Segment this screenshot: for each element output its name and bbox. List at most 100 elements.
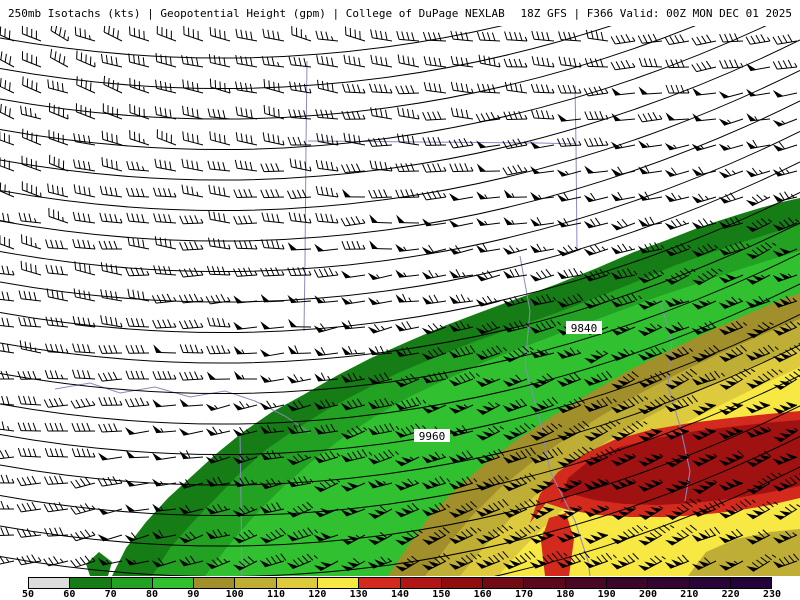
wind-barb [74,26,96,42]
height-contour [0,375,800,516]
wind-barb [369,83,393,94]
wind-barb [718,450,745,467]
wind-barb [531,30,555,42]
wind-barb [476,140,501,149]
height-contour [0,405,800,547]
wind-barb [0,235,15,250]
wind-barb [233,321,258,330]
wind-barb [152,503,177,512]
colorbar-cell [235,578,277,588]
wind-barb [340,296,366,305]
wind-barb [367,449,399,465]
wind-barb [103,75,123,94]
wind-barb [367,423,400,436]
wind-barb [259,527,287,544]
wind-barb [72,316,96,328]
wind-barb [0,317,15,328]
wind-barb [448,552,482,570]
wind-barb [395,269,420,278]
wind-barb [341,320,366,330]
wind-barb [610,59,636,71]
wind-barb [288,109,312,120]
wind-barb [259,374,285,383]
wind-barb [72,238,96,250]
wind-barb [422,218,447,227]
wind-barb [691,526,721,542]
wind-barb [503,268,528,279]
wind-barb [74,261,96,276]
wind-barb [772,217,800,231]
wind-barb [129,26,150,42]
wind-barb [0,555,15,566]
wind-barb [610,524,648,545]
wind-barb [178,555,204,567]
wind-barb [529,373,555,389]
colorbar-cells [28,577,772,589]
wind-barb [369,214,393,224]
wind-barb [475,243,501,253]
wind-barb [422,136,447,146]
wind-barb [529,531,555,544]
wind-barb [745,344,779,361]
wind-barb [179,398,204,407]
wind-barb [129,130,150,146]
wind-barb [16,554,42,566]
wind-barb [287,345,312,355]
wind-barb [205,426,231,437]
wind-barb [49,48,69,68]
wind-barb [556,218,582,228]
wind-barb [745,529,771,545]
wind-barb [611,87,636,96]
contour-label: 9840 [571,322,598,335]
wind-barb [343,132,366,146]
colorbar-cell [152,578,195,588]
wind-barb [502,138,528,150]
wind-barb [367,398,395,410]
wind-barb [18,212,42,224]
wind-barb [205,454,231,464]
wind-barb [0,500,14,510]
wind-barb [557,446,594,468]
wind-barb [287,294,312,304]
state-border [303,60,308,332]
wind-barb [289,81,312,94]
wind-barb [367,556,393,569]
wind-barb [421,451,447,464]
wind-barb [502,550,536,570]
wind-barb [125,317,150,328]
wind-barb [637,300,663,310]
colorbar-label: 180 [556,589,575,600]
isotach-region-100 [688,529,800,576]
wind-barb [235,54,258,68]
wind-barb [665,524,698,546]
wind-barb [718,296,744,310]
wind-barb [448,193,474,201]
wind-barb [691,498,725,518]
wind-barb [97,371,123,382]
wind-barb [288,212,312,224]
wind-barb [125,344,150,354]
wind-barb [772,247,798,258]
wind-barb [101,157,123,172]
wind-barb [49,154,69,172]
wind-barb [313,450,341,464]
wind-barb [476,217,501,227]
wind-barb [691,345,720,363]
wind-barb [503,216,528,226]
wind-barb [583,396,617,412]
wind-barb [314,372,339,382]
wind-barb [638,428,663,442]
wind-barb [206,371,231,380]
wind-barb [154,158,177,172]
wind-barb [719,402,744,416]
wind-barb [583,85,609,97]
wind-barb [421,371,449,384]
wind-barb [745,368,783,389]
wind-barb [504,31,528,42]
wind-barb [718,192,744,204]
wind-barb [530,191,555,200]
wind-barb [637,191,663,201]
wind-barb [124,532,150,542]
wind-barb [664,34,690,45]
colorbar-label: 70 [104,589,117,600]
